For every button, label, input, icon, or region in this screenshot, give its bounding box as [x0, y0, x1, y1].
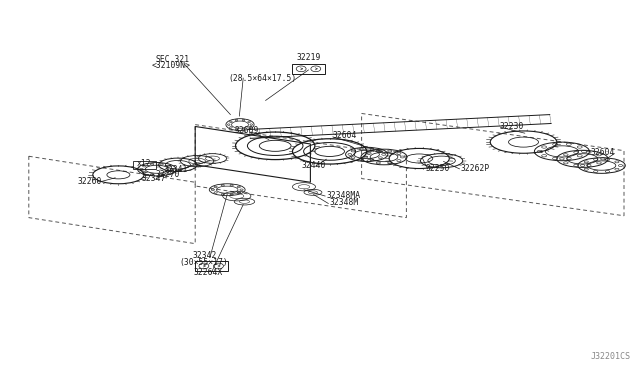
Text: 32609: 32609: [234, 126, 259, 135]
Text: 32250: 32250: [426, 164, 450, 173]
Text: 32604: 32604: [333, 131, 357, 140]
Text: x12: x12: [137, 159, 151, 168]
Text: 32219: 32219: [296, 53, 321, 62]
Text: 32604: 32604: [590, 148, 614, 157]
Text: (28.5×64×17.5): (28.5×64×17.5): [228, 74, 296, 83]
Text: SEC.321: SEC.321: [156, 55, 190, 64]
Bar: [195, 261, 228, 271]
Bar: [133, 161, 156, 169]
Text: 32264X: 32264X: [193, 268, 223, 277]
Text: 32348MA: 32348MA: [326, 191, 360, 200]
Text: 32260: 32260: [77, 177, 102, 186]
Text: 32341: 32341: [164, 165, 188, 174]
Text: 32440: 32440: [301, 161, 326, 170]
Text: 32342: 32342: [193, 251, 217, 260]
Text: 32270: 32270: [156, 170, 180, 179]
Text: <32109N>: <32109N>: [152, 61, 191, 70]
Bar: [292, 64, 325, 74]
Text: 32348M: 32348M: [330, 198, 359, 207]
Text: 32262P: 32262P: [461, 164, 490, 173]
Text: (30×55×17): (30×55×17): [179, 258, 228, 267]
Text: J32201CS: J32201CS: [590, 352, 630, 361]
Text: 32347: 32347: [141, 174, 166, 183]
Text: 32230: 32230: [499, 122, 524, 131]
